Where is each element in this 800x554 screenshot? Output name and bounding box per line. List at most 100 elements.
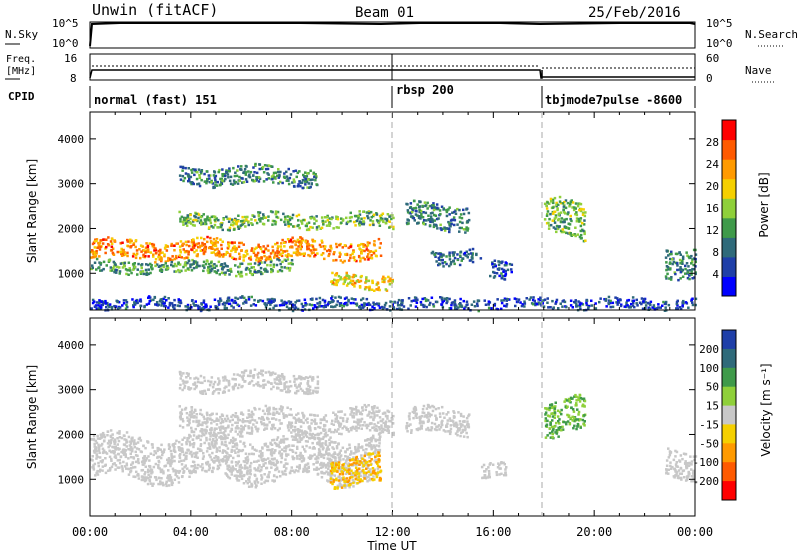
heatmap-cell <box>110 242 114 245</box>
heatmap-cell <box>594 302 597 305</box>
heatmap-cell <box>358 210 361 213</box>
heatmap-cell <box>372 426 376 429</box>
heatmap-cell <box>563 218 566 221</box>
heatmap-cell <box>272 306 275 310</box>
heatmap-cell <box>165 299 168 302</box>
heatmap-cell <box>327 467 330 471</box>
heatmap-cell <box>203 266 206 269</box>
heatmap-cell <box>655 307 659 310</box>
heatmap-cell <box>151 484 154 487</box>
heatmap-cell <box>148 459 151 462</box>
heatmap-cell <box>207 218 210 222</box>
heatmap-cell <box>270 417 274 420</box>
heatmap-cell <box>577 300 580 303</box>
heatmap-cell <box>285 414 288 417</box>
heatmap-cell <box>175 475 179 478</box>
heatmap-cell <box>261 416 265 419</box>
heatmap-cell <box>115 268 118 272</box>
heatmap-cell <box>322 416 326 419</box>
heatmap-cell <box>209 305 212 308</box>
heatmap-cell <box>298 440 302 444</box>
heatmap-cell <box>300 222 304 225</box>
heatmap-cell <box>331 446 334 449</box>
heatmap-cell <box>280 409 283 413</box>
heatmap-cell <box>187 259 191 263</box>
heatmap-cell <box>348 472 351 475</box>
heatmap-cell <box>313 175 316 178</box>
heatmap-cell <box>173 307 176 310</box>
heatmap-cell <box>385 425 388 429</box>
heatmap-cell <box>381 212 385 215</box>
heatmap-cell <box>297 183 300 186</box>
heatmap-cell <box>552 306 555 309</box>
heatmap-cell <box>281 251 284 254</box>
heatmap-cell <box>351 463 354 466</box>
heatmap-cell <box>349 256 352 260</box>
heatmap-cell <box>161 300 164 304</box>
heatmap-cell <box>158 300 162 303</box>
heatmap-cell <box>659 306 662 309</box>
heatmap-cell <box>439 296 442 299</box>
heatmap-cell <box>279 441 283 444</box>
heatmap-cell <box>213 170 216 173</box>
heatmap-cell <box>255 271 258 274</box>
heatmap-cell <box>432 208 436 212</box>
heatmap-cell <box>116 250 119 254</box>
heatmap-cell <box>365 276 368 279</box>
heatmap-cell <box>113 239 116 243</box>
heatmap-cell <box>180 215 184 219</box>
heatmap-cell <box>296 438 299 441</box>
heatmap-cell <box>355 411 358 414</box>
heatmap-cell <box>293 239 296 243</box>
heatmap-cell <box>247 268 251 271</box>
heatmap-cell <box>209 431 213 434</box>
heatmap-cell <box>153 450 156 453</box>
heatmap-cell <box>437 263 440 267</box>
heatmap-cell <box>384 222 388 225</box>
heatmap-cell <box>206 269 209 272</box>
heatmap-cell <box>188 179 191 182</box>
heatmap-cell <box>229 467 233 470</box>
heatmap-cell <box>227 176 230 179</box>
heatmap-cell <box>217 418 220 422</box>
heatmap-cell <box>389 420 393 423</box>
heatmap-cell <box>361 249 364 252</box>
heatmap-cell <box>296 418 299 422</box>
heatmap-cell <box>273 304 277 308</box>
heatmap-cell <box>463 251 467 255</box>
heatmap-cell <box>179 240 183 243</box>
heatmap-cell <box>173 445 176 449</box>
heatmap-cell <box>458 208 461 212</box>
heatmap-cell <box>319 445 322 448</box>
heatmap-cell <box>445 210 449 214</box>
heatmap-cell <box>566 212 570 216</box>
heatmap-cell <box>563 200 566 204</box>
heatmap-cell <box>338 255 341 258</box>
heatmap-cell <box>332 423 335 426</box>
heatmap-cell <box>95 252 98 255</box>
heatmap-cell <box>102 302 105 305</box>
heatmap-cell <box>372 434 375 438</box>
heatmap-cell <box>240 477 244 481</box>
heatmap-cell <box>267 257 270 261</box>
heatmap-cell <box>378 448 382 452</box>
heatmap-cell <box>372 223 375 227</box>
heatmap-cell <box>102 260 106 264</box>
heatmap-cell <box>225 460 229 463</box>
heatmap-cell <box>206 215 209 218</box>
heatmap-cell <box>433 219 436 222</box>
heatmap-cell <box>372 444 375 447</box>
heatmap-cell <box>376 288 380 291</box>
heatmap-cell <box>339 478 342 481</box>
heatmap-cell <box>510 268 513 271</box>
heatmap-cell <box>280 456 284 460</box>
heatmap-cell <box>461 221 464 225</box>
heatmap-cell <box>288 254 291 257</box>
heatmap-cell <box>225 169 228 172</box>
heatmap-cell <box>180 475 184 479</box>
heatmap-cell <box>430 206 434 210</box>
heatmap-cell <box>338 472 342 476</box>
heatmap-cell <box>302 416 305 419</box>
heatmap-cell <box>233 228 236 231</box>
heatmap-cell <box>355 429 358 432</box>
